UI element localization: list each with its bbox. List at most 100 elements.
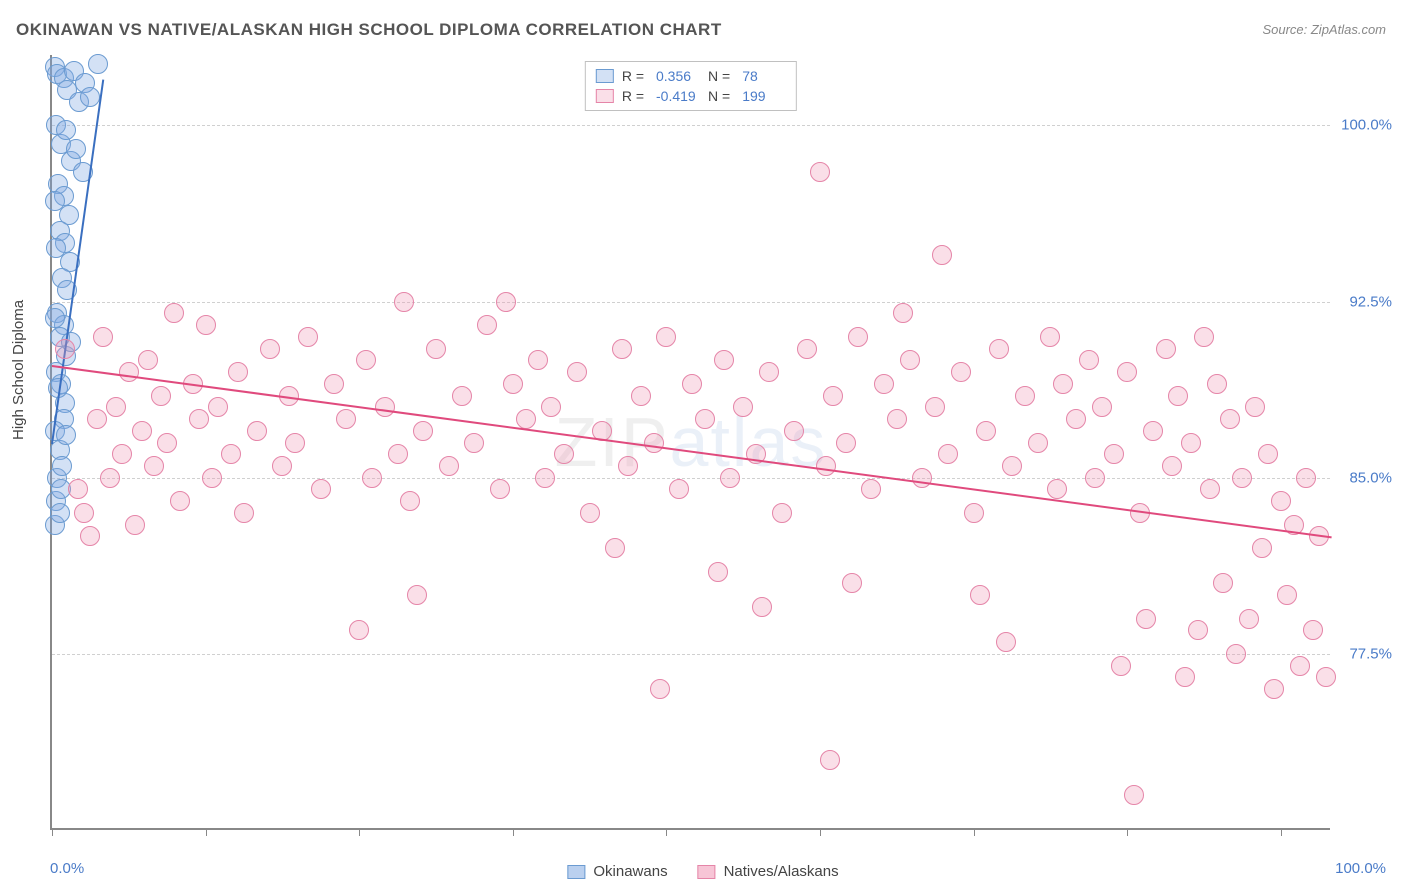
y-tick-label: 85.0% bbox=[1349, 469, 1392, 486]
data-point bbox=[285, 433, 305, 453]
data-point bbox=[820, 750, 840, 770]
data-point bbox=[221, 444, 241, 464]
data-point bbox=[1162, 456, 1182, 476]
x-axis-max-label: 100.0% bbox=[1335, 860, 1386, 877]
data-point bbox=[260, 339, 280, 359]
data-point bbox=[810, 162, 830, 182]
data-point bbox=[1156, 339, 1176, 359]
data-point bbox=[1213, 573, 1233, 593]
data-point bbox=[151, 386, 171, 406]
data-point bbox=[228, 362, 248, 382]
data-point bbox=[1207, 374, 1227, 394]
data-point bbox=[925, 397, 945, 417]
data-point bbox=[311, 479, 331, 499]
data-point bbox=[1277, 585, 1297, 605]
data-point bbox=[759, 362, 779, 382]
data-point bbox=[1290, 656, 1310, 676]
chart-container: OKINAWAN VS NATIVE/ALASKAN HIGH SCHOOL D… bbox=[0, 0, 1406, 892]
data-point bbox=[887, 409, 907, 429]
data-point bbox=[87, 409, 107, 429]
data-point bbox=[912, 468, 932, 488]
data-point bbox=[496, 292, 516, 312]
data-point bbox=[56, 425, 76, 445]
data-point bbox=[516, 409, 536, 429]
data-point bbox=[708, 562, 728, 582]
legend-item: Natives/Alaskans bbox=[698, 863, 839, 880]
x-tick bbox=[820, 828, 821, 836]
data-point bbox=[874, 374, 894, 394]
data-point bbox=[842, 573, 862, 593]
data-point bbox=[439, 456, 459, 476]
data-point bbox=[631, 386, 651, 406]
data-point bbox=[580, 503, 600, 523]
data-point bbox=[452, 386, 472, 406]
data-point bbox=[1047, 479, 1067, 499]
data-point bbox=[400, 491, 420, 511]
gridline bbox=[52, 654, 1330, 655]
data-point bbox=[612, 339, 632, 359]
data-point bbox=[413, 421, 433, 441]
data-point bbox=[119, 362, 139, 382]
data-point bbox=[554, 444, 574, 464]
data-point bbox=[528, 350, 548, 370]
stat-r-label: R = bbox=[622, 68, 644, 84]
data-point bbox=[1226, 644, 1246, 664]
data-point bbox=[900, 350, 920, 370]
data-point bbox=[208, 397, 228, 417]
series-swatch bbox=[596, 69, 614, 83]
legend-item: Okinawans bbox=[567, 863, 667, 880]
data-point bbox=[733, 397, 753, 417]
data-point bbox=[1245, 397, 1265, 417]
data-point bbox=[138, 350, 158, 370]
data-point bbox=[106, 397, 126, 417]
data-point bbox=[656, 327, 676, 347]
stat-r-value: 0.356 bbox=[652, 68, 700, 84]
data-point bbox=[1136, 609, 1156, 629]
data-point bbox=[45, 308, 65, 328]
data-point bbox=[535, 468, 555, 488]
x-tick bbox=[513, 828, 514, 836]
data-point bbox=[1104, 444, 1124, 464]
data-point bbox=[1111, 656, 1131, 676]
data-point bbox=[1264, 679, 1284, 699]
data-point bbox=[816, 456, 836, 476]
data-point bbox=[349, 620, 369, 640]
data-point bbox=[1188, 620, 1208, 640]
data-point bbox=[1175, 667, 1195, 687]
data-point bbox=[1085, 468, 1105, 488]
data-point bbox=[1124, 785, 1144, 805]
data-point bbox=[695, 409, 715, 429]
stat-r-value: -0.419 bbox=[652, 88, 700, 104]
data-point bbox=[938, 444, 958, 464]
data-point bbox=[650, 679, 670, 699]
data-point bbox=[164, 303, 184, 323]
data-point bbox=[1028, 433, 1048, 453]
data-point bbox=[567, 362, 587, 382]
x-tick bbox=[359, 828, 360, 836]
data-point bbox=[45, 191, 65, 211]
data-point bbox=[272, 456, 292, 476]
data-point bbox=[56, 120, 76, 140]
data-point bbox=[74, 503, 94, 523]
data-point bbox=[100, 468, 120, 488]
data-point bbox=[682, 374, 702, 394]
data-point bbox=[1143, 421, 1163, 441]
data-point bbox=[68, 479, 88, 499]
data-point bbox=[55, 339, 75, 359]
data-point bbox=[1117, 362, 1137, 382]
data-point bbox=[970, 585, 990, 605]
data-point bbox=[375, 397, 395, 417]
data-point bbox=[1271, 491, 1291, 511]
data-point bbox=[490, 479, 510, 499]
data-point bbox=[618, 456, 638, 476]
data-point bbox=[477, 315, 497, 335]
data-point bbox=[464, 433, 484, 453]
data-point bbox=[93, 327, 113, 347]
legend-label: Natives/Alaskans bbox=[724, 863, 839, 880]
data-point bbox=[80, 526, 100, 546]
data-point bbox=[784, 421, 804, 441]
x-tick bbox=[666, 828, 667, 836]
stats-row: R =-0.419N =199 bbox=[596, 86, 786, 106]
data-point bbox=[324, 374, 344, 394]
data-point bbox=[861, 479, 881, 499]
